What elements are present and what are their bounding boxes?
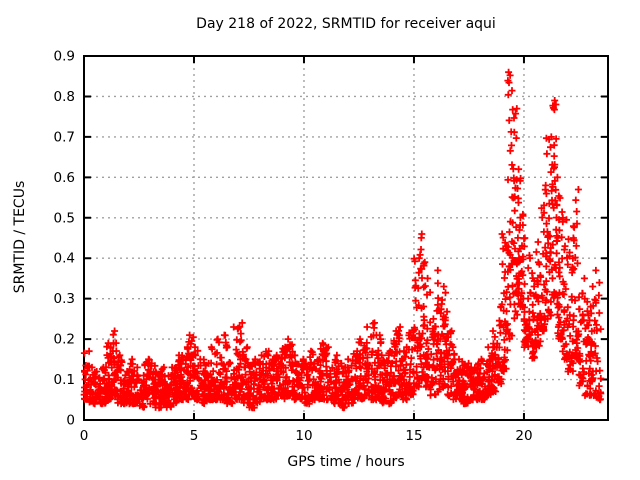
y-tick-label: 0.5 (54, 210, 75, 226)
x-tick-label: 5 (190, 428, 199, 444)
x-tick-label: 0 (80, 428, 89, 444)
x-tick-label: 15 (405, 428, 422, 444)
x-axis-label: GPS time / hours (287, 454, 405, 470)
plot-frame (83, 55, 609, 421)
y-tick-label: 0.6 (54, 170, 75, 186)
x-tick-label: 10 (295, 428, 312, 444)
scatter-points-srmtid (80, 68, 605, 412)
y-tick-label: 0.1 (54, 372, 75, 388)
y-tick-label: 0.3 (54, 291, 75, 307)
grid-lines (84, 56, 608, 420)
chart-title: Day 218 of 2022, SRMTID for receiver aqu… (196, 16, 496, 32)
y-tick-label: 0.2 (54, 332, 75, 348)
y-tick-label: 0.4 (54, 251, 75, 267)
y-tick-label: 0 (66, 413, 75, 429)
y-tick-label: 0.7 (54, 129, 75, 145)
y-tick-label: 0.8 (54, 89, 75, 105)
y-tick-label: 0.9 (54, 49, 75, 65)
x-tick-label: 20 (515, 428, 532, 444)
